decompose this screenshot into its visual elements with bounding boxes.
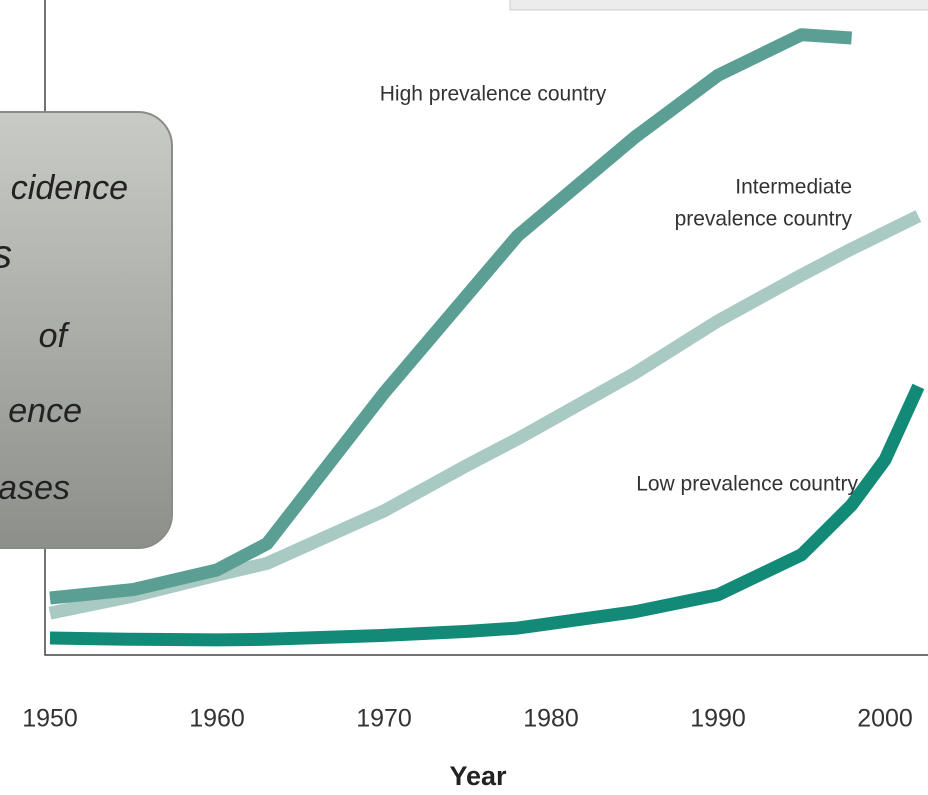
overlay-text: of (39, 317, 71, 355)
series-label: prevalence country (675, 208, 853, 231)
series-label: High prevalence country (380, 83, 607, 106)
overlay-text: ases (0, 469, 70, 507)
series-label: Low prevalence country (636, 473, 858, 496)
x-tick-label: 1980 (523, 705, 579, 733)
series-line (49, 383, 925, 647)
series-line (48, 210, 922, 620)
x-tick-label: 1950 (22, 705, 78, 733)
series-line (50, 35, 918, 598)
top-panel (509, 0, 928, 11)
x-tick-label: 1990 (690, 705, 746, 733)
overlay-text: cidence (11, 169, 128, 207)
x-tick-label: 2000 (857, 705, 913, 733)
x-tick-label: 1960 (189, 705, 245, 733)
x-tick-label: 1970 (356, 705, 412, 733)
x-axis-label: Year (449, 761, 507, 791)
overlay-box (0, 111, 173, 549)
overlay-text: s (0, 233, 12, 277)
series-label: Intermediate (735, 176, 852, 199)
overlay-text: ence (8, 392, 82, 430)
